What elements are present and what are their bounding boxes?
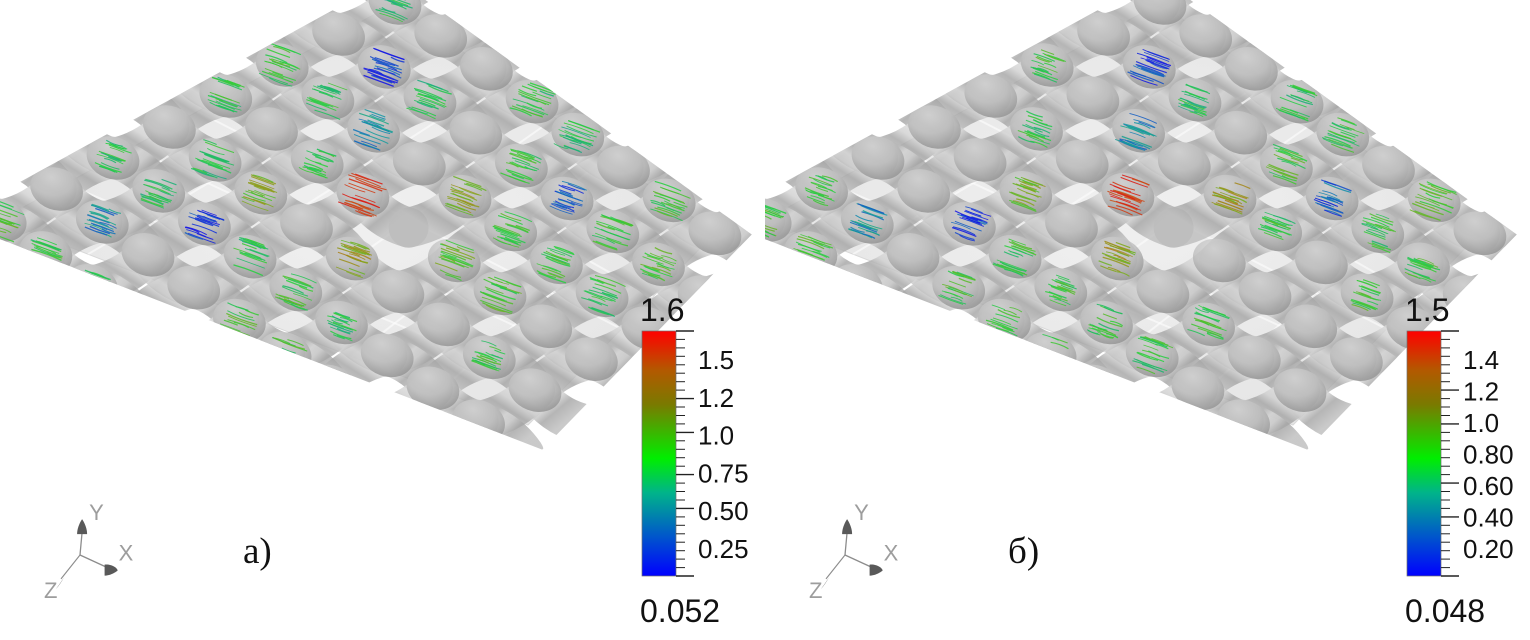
svg-text:0.20: 0.20: [1463, 534, 1514, 564]
svg-text:0.25: 0.25: [698, 534, 749, 564]
svg-text:0.75: 0.75: [698, 458, 749, 488]
svg-text:1.0: 1.0: [1463, 408, 1499, 438]
svg-text:б): б): [1008, 531, 1039, 572]
svg-text:a): a): [243, 531, 272, 572]
svg-text:1.5: 1.5: [698, 345, 734, 375]
svg-text:Y: Y: [854, 500, 869, 525]
svg-text:0.40: 0.40: [1463, 502, 1514, 532]
svg-text:0.048: 0.048: [1405, 593, 1485, 629]
svg-text:Z: Z: [44, 578, 57, 603]
svg-text:1.5: 1.5: [1405, 292, 1449, 328]
svg-text:0.50: 0.50: [698, 496, 749, 526]
svg-text:X: X: [119, 541, 134, 566]
svg-text:1.6: 1.6: [640, 292, 684, 328]
svg-text:1.2: 1.2: [698, 383, 734, 413]
svg-text:Y: Y: [89, 500, 104, 525]
svg-text:0.80: 0.80: [1463, 440, 1514, 470]
svg-text:1.4: 1.4: [1463, 345, 1499, 375]
svg-text:X: X: [884, 541, 899, 566]
svg-text:0.052: 0.052: [640, 593, 720, 629]
svg-text:0.60: 0.60: [1463, 471, 1514, 501]
svg-text:Z: Z: [809, 578, 822, 603]
svg-text:1.2: 1.2: [1463, 377, 1499, 407]
svg-text:1.0: 1.0: [698, 421, 734, 451]
